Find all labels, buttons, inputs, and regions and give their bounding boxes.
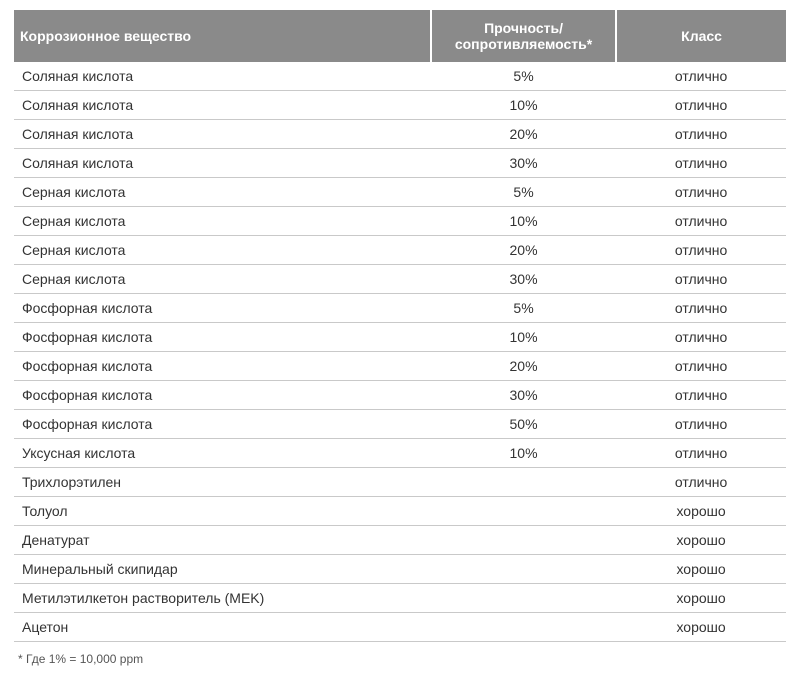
cell-class: отлично (616, 352, 786, 381)
table-row: Уксусная кислота10%отлично (14, 439, 786, 468)
table-row: Серная кислота30%отлично (14, 265, 786, 294)
cell-substance: Соляная кислота (14, 91, 431, 120)
table-row: Серная кислота20%отлично (14, 236, 786, 265)
cell-class: хорошо (616, 526, 786, 555)
cell-substance: Минеральный скипидар (14, 555, 431, 584)
cell-class: отлично (616, 265, 786, 294)
cell-substance: Фосфорная кислота (14, 381, 431, 410)
table-body: Соляная кислота5%отличноСоляная кислота1… (14, 62, 786, 642)
table-row: Толуол хорошо (14, 497, 786, 526)
table-row: Ацетон хорошо (14, 613, 786, 642)
cell-class: отлично (616, 236, 786, 265)
table-row: Серная кислота10%отлично (14, 207, 786, 236)
table-row: Минеральный скипидар хорошо (14, 555, 786, 584)
table-row: Соляная кислота30%отлично (14, 149, 786, 178)
cell-class: хорошо (616, 555, 786, 584)
cell-class: отлично (616, 149, 786, 178)
cell-strength: 20% (431, 352, 616, 381)
table-row: Фосфорная кислота30%отлично (14, 381, 786, 410)
cell-substance: Ацетон (14, 613, 431, 642)
cell-substance: Толуол (14, 497, 431, 526)
table-row: Фосфорная кислота50%отлично (14, 410, 786, 439)
cell-class: отлично (616, 294, 786, 323)
col-header-class: Класс (616, 10, 786, 62)
cell-substance: Фосфорная кислота (14, 294, 431, 323)
cell-class: отлично (616, 439, 786, 468)
cell-class: отлично (616, 468, 786, 497)
col-header-strength: Прочность/сопротивляемость* (431, 10, 616, 62)
table-row: Серная кислота5%отлично (14, 178, 786, 207)
cell-class: хорошо (616, 584, 786, 613)
cell-strength (431, 555, 616, 584)
cell-substance: Денатурат (14, 526, 431, 555)
cell-strength (431, 526, 616, 555)
cell-substance: Серная кислота (14, 265, 431, 294)
cell-strength: 20% (431, 120, 616, 149)
cell-strength: 5% (431, 178, 616, 207)
table-row: Фосфорная кислота5%отлично (14, 294, 786, 323)
cell-strength: 10% (431, 91, 616, 120)
cell-substance: Серная кислота (14, 236, 431, 265)
table-row: Соляная кислота5%отлично (14, 62, 786, 91)
cell-strength: 20% (431, 236, 616, 265)
footnote: * Где 1% = 10,000 ppm (14, 652, 786, 666)
cell-class: отлично (616, 62, 786, 91)
cell-strength: 5% (431, 294, 616, 323)
cell-substance: Фосфорная кислота (14, 410, 431, 439)
cell-class: хорошо (616, 613, 786, 642)
cell-strength (431, 584, 616, 613)
cell-strength: 30% (431, 149, 616, 178)
cell-strength (431, 497, 616, 526)
cell-substance: Фосфорная кислота (14, 352, 431, 381)
cell-substance: Уксусная кислота (14, 439, 431, 468)
cell-substance: Соляная кислота (14, 62, 431, 91)
cell-substance: Серная кислота (14, 207, 431, 236)
cell-strength (431, 468, 616, 497)
cell-class: отлично (616, 410, 786, 439)
cell-class: отлично (616, 381, 786, 410)
cell-class: отлично (616, 207, 786, 236)
table-row: Соляная кислота20%отлично (14, 120, 786, 149)
cell-class: отлично (616, 178, 786, 207)
cell-strength (431, 613, 616, 642)
cell-strength: 30% (431, 381, 616, 410)
table-row: Денатурат хорошо (14, 526, 786, 555)
cell-strength: 10% (431, 439, 616, 468)
cell-class: отлично (616, 323, 786, 352)
table-row: Трихлорэтилен отлично (14, 468, 786, 497)
table-row: Фосфорная кислота10%отлично (14, 323, 786, 352)
cell-substance: Серная кислота (14, 178, 431, 207)
cell-strength: 50% (431, 410, 616, 439)
table-row: Метилэтилкетон растворитель (MEK) хорошо (14, 584, 786, 613)
cell-strength: 10% (431, 207, 616, 236)
cell-strength: 30% (431, 265, 616, 294)
col-header-substance: Коррозионное вещество (14, 10, 431, 62)
cell-strength: 10% (431, 323, 616, 352)
cell-strength: 5% (431, 62, 616, 91)
cell-class: отлично (616, 91, 786, 120)
table-row: Соляная кислота10%отлично (14, 91, 786, 120)
table-row: Фосфорная кислота20%отлично (14, 352, 786, 381)
cell-class: хорошо (616, 497, 786, 526)
cell-substance: Фосфорная кислота (14, 323, 431, 352)
cell-substance: Соляная кислота (14, 149, 431, 178)
cell-substance: Соляная кислота (14, 120, 431, 149)
cell-substance: Трихлорэтилен (14, 468, 431, 497)
corrosion-table: Коррозионное вещество Прочность/сопротив… (14, 10, 786, 642)
cell-substance: Метилэтилкетон растворитель (MEK) (14, 584, 431, 613)
cell-class: отлично (616, 120, 786, 149)
table-header-row: Коррозионное вещество Прочность/сопротив… (14, 10, 786, 62)
